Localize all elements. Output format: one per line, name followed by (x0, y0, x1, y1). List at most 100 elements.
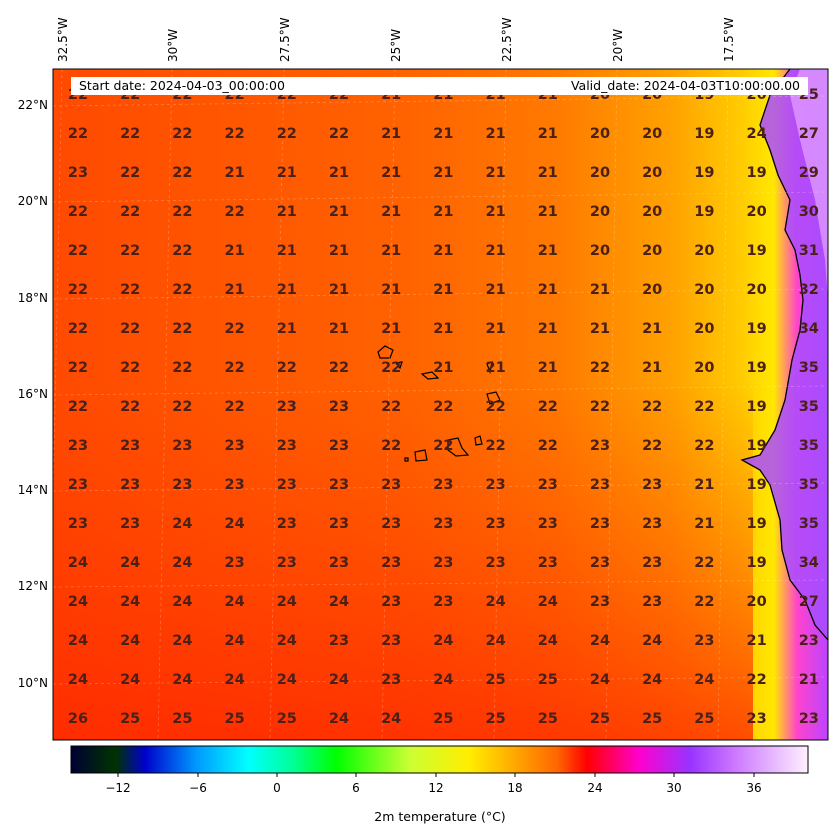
grid-value: 22 (486, 399, 506, 415)
grid-value: 21 (329, 165, 349, 181)
grid-value: 21 (277, 243, 297, 259)
cape-verde-islands (377, 345, 501, 462)
grid-value: 22 (68, 243, 88, 259)
grid-value: 23 (120, 438, 140, 454)
grid-value: 23 (642, 477, 662, 493)
lon-label-22.5W: 22.5°W (500, 17, 514, 62)
grid-value: 21 (486, 204, 506, 220)
grid-value: 23 (642, 594, 662, 610)
grid-value: 22 (68, 360, 88, 376)
grid-value: 22 (277, 360, 297, 376)
grid-value: 19 (747, 477, 767, 493)
grid-value: 23 (277, 438, 297, 454)
grid-value: 23 (68, 477, 88, 493)
lon-label-27.5W: 27.5°W (278, 17, 292, 62)
grid-value: 23 (120, 477, 140, 493)
grid-value: 22 (590, 360, 610, 376)
grid-value: 21 (433, 282, 453, 298)
grid-value: 22 (694, 399, 714, 415)
grid-value: 23 (486, 555, 506, 571)
lat-label-14N: 14°N (17, 483, 48, 497)
grid-value: 25 (433, 711, 453, 727)
grid-value: 35 (799, 360, 819, 376)
grid-value: 25 (538, 672, 558, 688)
grid-value: 21 (538, 282, 558, 298)
grid-value: 25 (172, 711, 192, 727)
grid-value: 25 (590, 711, 610, 727)
colorbar-label: 2m temperature (°C) (374, 809, 506, 824)
grid-value: 24 (329, 672, 349, 688)
grid-value: 21 (486, 321, 506, 337)
grid-value: 23 (433, 594, 453, 610)
grid-value: 20 (590, 165, 610, 181)
grid-value: 21 (381, 165, 401, 181)
grid-value: 21 (590, 282, 610, 298)
grid-value: 20 (642, 243, 662, 259)
lon-label-32.5W: 32.5°W (56, 17, 70, 62)
grid-value: 23 (329, 633, 349, 649)
grid-value: 20 (747, 282, 767, 298)
grid-value: 23 (225, 438, 245, 454)
grid-value: 20 (642, 282, 662, 298)
grid-value: 21 (642, 321, 662, 337)
map-frame (52, 68, 829, 741)
grid-value: 21 (538, 321, 558, 337)
grid-value: 21 (486, 360, 506, 376)
grid-value: 23 (381, 594, 401, 610)
lon-label-30W: 30°W (166, 28, 180, 62)
grid-value: 20 (642, 165, 662, 181)
grid-value: 22 (120, 282, 140, 298)
grid-value: 22 (694, 438, 714, 454)
colorbar-tick-label: −12 (105, 781, 131, 795)
grid-value: 22 (747, 672, 767, 688)
grid-value: 19 (694, 126, 714, 142)
grid-value: 21 (381, 243, 401, 259)
grid-value: 25 (277, 711, 297, 727)
colorbar-tick-label: 30 (666, 781, 682, 795)
grid-value: 22 (120, 243, 140, 259)
grid-value: 24 (68, 633, 88, 649)
grid-value: 24 (486, 594, 506, 610)
grid-value: 21 (277, 165, 297, 181)
colorbar-ticks (117, 773, 755, 777)
lat-label-16N: 16°N (17, 387, 48, 401)
start-date: Start date: 2024-04-03_00:00:00 (79, 78, 285, 93)
grid-value: 21 (486, 243, 506, 259)
grid-value: 24 (642, 672, 662, 688)
grid-value: 21 (642, 360, 662, 376)
grid-value: 23 (381, 672, 401, 688)
grid-value: 22 (172, 321, 192, 337)
grid-value: 23 (68, 516, 88, 532)
grid-value: 24 (433, 633, 453, 649)
grid-value: 24 (225, 672, 245, 688)
grid-value: 20 (642, 204, 662, 220)
grid-value: 24 (277, 594, 297, 610)
grid-value: 22 (225, 360, 245, 376)
grid-value: 21 (329, 282, 349, 298)
grid-value: 24 (590, 672, 610, 688)
grid-value: 24 (172, 594, 192, 610)
grid-value: 22 (172, 282, 192, 298)
grid-value: 20 (694, 360, 714, 376)
grid-value: 22 (68, 126, 88, 142)
grid-value: 21 (538, 204, 558, 220)
grid-value: 23 (590, 438, 610, 454)
grid-value: 22 (225, 321, 245, 337)
grid-value: 22 (590, 399, 610, 415)
lat-label-18N: 18°N (17, 291, 48, 305)
grid-value: 22 (172, 165, 192, 181)
lat-label-12N: 12°N (17, 579, 48, 593)
grid-value: 24 (225, 516, 245, 532)
temperature-value-grid: 22 22 22 22 22 22 21 21 21 21 20 20 19 20 25 22 22 22 22 22… (68, 87, 819, 727)
grid-value: 25 (225, 711, 245, 727)
grid-value: 23 (590, 594, 610, 610)
grid-value: 24 (172, 672, 192, 688)
grid-value: 24 (277, 633, 297, 649)
grid-value: 23 (329, 516, 349, 532)
grid-value: 22 (694, 555, 714, 571)
grid-value: 21 (225, 243, 245, 259)
grid-value: 22 (277, 126, 297, 142)
grid-value: 19 (747, 360, 767, 376)
grid-value: 21 (277, 204, 297, 220)
grid-value: 21 (433, 165, 453, 181)
